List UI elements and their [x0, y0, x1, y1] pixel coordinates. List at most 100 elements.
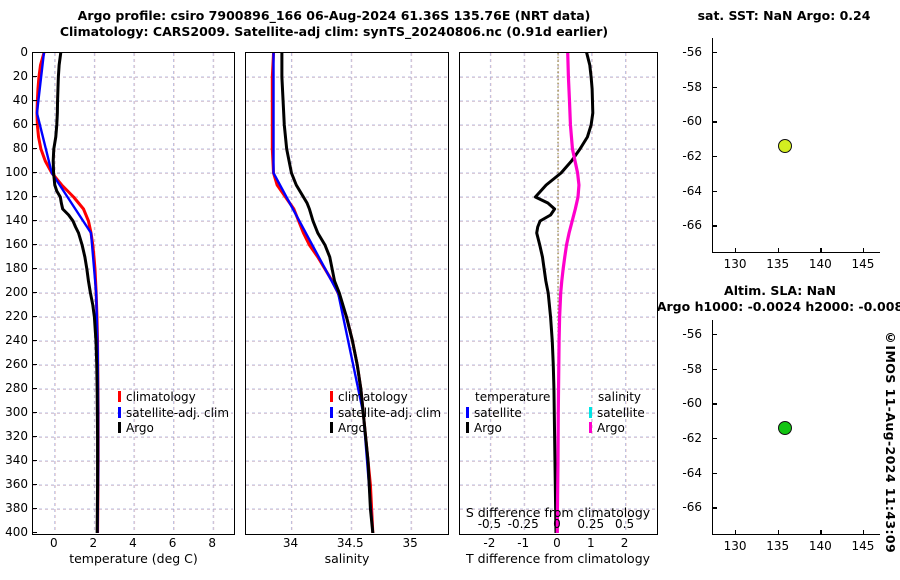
legend-label: climatology: [126, 390, 196, 404]
map-lat-tick-label: -58: [682, 79, 702, 94]
legend-label: satellite-adj. clim: [126, 405, 230, 420]
temperature-legend-item: Argo: [118, 421, 229, 437]
difference-axis-title-top: S difference from climatology: [465, 505, 651, 520]
figure-title: Argo profile: csiro 7900896_166 06-Aug-2…: [0, 8, 668, 40]
map-lat-tick-mark: [712, 472, 717, 474]
temperature-legend: climatology satellite-adj. clim Argo: [118, 390, 229, 437]
map-lat-tick-mark: [712, 51, 717, 54]
legend-color-swatch: [466, 406, 469, 418]
legend-color-swatch: [330, 422, 333, 433]
s-difference-x-tick-label: -0.5: [477, 517, 502, 531]
temperature-x-tick-label: 0: [49, 536, 58, 550]
s-difference-x-tick-label: 0: [553, 517, 561, 531]
difference-legend-left-rows: satellite Argo: [466, 406, 550, 437]
temperature-x-tick-label: 6: [168, 536, 177, 550]
depth-tick-label: 280: [5, 381, 28, 395]
temperature-x-tick-label: 2: [89, 536, 98, 550]
s-difference-x-tick-label: 0.25: [577, 517, 605, 531]
map-lon-tick-mark: [820, 530, 822, 535]
map-lat-tick-label: -64: [682, 183, 702, 198]
depth-tick-mark: [32, 460, 37, 462]
salinity-legend-item: Argo: [330, 421, 441, 437]
legend-color-swatch: [118, 406, 121, 418]
temperature-legend-item: climatology: [118, 390, 229, 406]
legend-label: satellite: [597, 405, 645, 420]
sla-argo-position-marker: [778, 420, 793, 435]
temperature-profile-panel: [32, 52, 235, 535]
map-lon-tick-mark: [777, 248, 780, 253]
map-lon-tick-label: 135: [766, 257, 790, 271]
salinity-x-tick-label: 35: [402, 536, 418, 550]
legend-color-swatch: [330, 391, 333, 402]
depth-tick-label: 0: [20, 45, 28, 59]
depth-tick-mark: [32, 484, 37, 486]
depth-tick-label: 320: [5, 429, 28, 443]
depth-tick-label: 80: [12, 141, 28, 155]
sla-map-panel: [712, 320, 880, 535]
depth-tick-mark: [32, 52, 37, 54]
depth-tick-mark: [32, 340, 37, 342]
map-lat-tick-label: -56: [682, 44, 702, 59]
difference-legend-head-temperature: temperature: [475, 390, 551, 404]
depth-tick-label: 260: [5, 357, 28, 371]
difference-legend-salinity-item: satellite: [589, 406, 645, 422]
map-lat-tick-label: -66: [682, 218, 702, 233]
map-lon-tick-mark: [820, 248, 822, 253]
legend-label: climatology: [338, 390, 408, 404]
temperature-axis-title: temperature (deg C): [69, 551, 198, 566]
depth-tick-label: 140: [5, 213, 28, 227]
legend-label: Argo: [597, 421, 625, 435]
map-lon-tick-label: 145: [851, 539, 875, 553]
map-lat-tick-mark: [712, 121, 717, 123]
temperature-legend-item: satellite-adj. clim: [118, 406, 229, 422]
map-lat-tick-mark: [712, 333, 717, 336]
map-lat-tick-mark: [712, 190, 717, 192]
depth-tick-label: 20: [12, 69, 28, 83]
map-lon-tick-label: 130: [723, 539, 747, 553]
depth-tick-mark: [32, 388, 37, 390]
sla-title-line-2: Argo h1000: -0.0024 h2000: -0.008: [656, 299, 900, 314]
sla-title-line-1: Altim. SLA: NaN: [724, 283, 836, 298]
depth-tick-label: 240: [5, 333, 28, 347]
t-difference-x-tick-label: -2: [483, 536, 496, 550]
s-difference-x-tick-label: 0.5: [615, 517, 635, 531]
legend-color-swatch: [466, 422, 469, 433]
difference-legend-head-salinity: salinity: [598, 390, 642, 404]
legend-color-swatch: [589, 422, 592, 433]
map-lon-tick-mark: [777, 530, 780, 535]
sla-panel-title: Altim. SLA: NaN Argo h1000: -0.0024 h200…: [657, 283, 900, 314]
legend-color-swatch: [589, 406, 592, 418]
salinity-legend: climatology satellite-adj. clim Argo: [330, 390, 441, 437]
sst-map-panel: [712, 38, 880, 253]
depth-tick-label: 200: [5, 285, 28, 299]
legend-color-swatch: [330, 406, 333, 418]
salinity-axis-title: salinity: [324, 551, 370, 566]
map-lat-tick-label: -64: [682, 465, 702, 480]
sst-map-frame: [712, 38, 880, 253]
temperature-x-tick-label: 4: [129, 536, 137, 550]
depth-tick-mark: [32, 364, 37, 366]
map-lon-tick-label: 140: [808, 257, 832, 271]
s-difference-x-tick-label: -0.25: [507, 517, 539, 531]
map-lon-tick-label: 145: [851, 257, 875, 271]
depth-tick-label: 180: [5, 261, 28, 275]
map-lat-tick-mark: [712, 403, 717, 405]
depth-tick-mark: [32, 244, 37, 246]
map-lon-tick-mark: [862, 248, 865, 253]
map-lat-tick-label: -56: [682, 326, 702, 341]
sst-argo-position-marker: [778, 138, 793, 153]
depth-tick-label: 380: [5, 501, 28, 515]
temperature-plot-area: [33, 53, 234, 534]
map-lat-tick-mark: [712, 86, 717, 88]
map-lat-tick-mark: [712, 507, 717, 509]
t-difference-x-tick-label: -1: [517, 536, 530, 550]
map-lon-tick-mark: [862, 530, 865, 535]
map-lat-tick-mark: [712, 437, 717, 440]
legend-label: Argo: [338, 421, 366, 435]
difference-legend-temperature-item: Argo: [466, 421, 550, 437]
temperature-x-tick-label: 8: [208, 536, 216, 550]
salinity-profile-panel: [245, 52, 449, 535]
sla-map-frame: [712, 320, 880, 535]
t-difference-x-tick-label: 0: [553, 536, 561, 550]
